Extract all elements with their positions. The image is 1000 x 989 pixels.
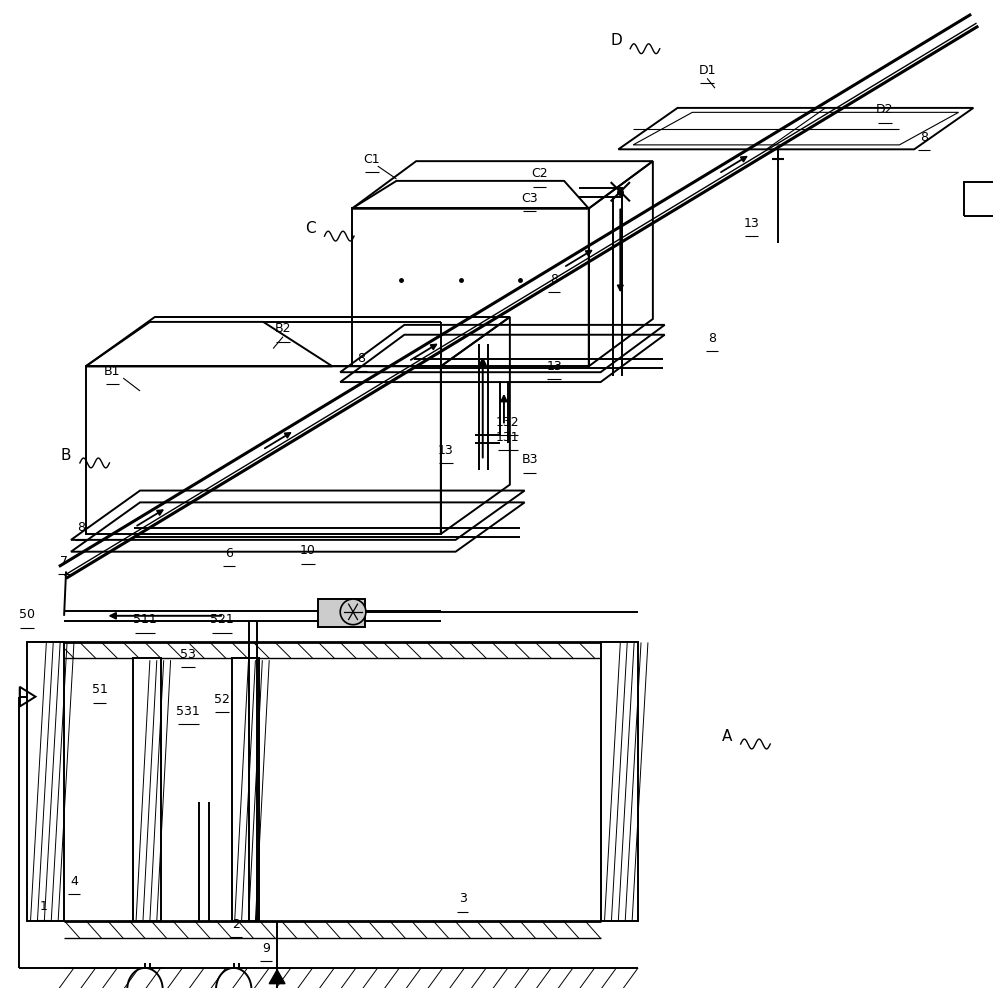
Polygon shape — [27, 643, 64, 921]
Text: B3: B3 — [521, 454, 538, 467]
Text: C1: C1 — [363, 152, 380, 166]
Text: 531: 531 — [176, 705, 200, 718]
Text: 51: 51 — [92, 683, 108, 696]
Text: 2: 2 — [232, 918, 240, 931]
Text: C3: C3 — [521, 192, 538, 205]
Circle shape — [340, 599, 366, 625]
Text: C: C — [305, 221, 316, 235]
Text: D: D — [610, 34, 622, 48]
Text: 8: 8 — [357, 352, 365, 365]
Text: B1: B1 — [104, 365, 121, 378]
Text: 3: 3 — [459, 892, 466, 905]
Text: 13: 13 — [546, 360, 562, 373]
Text: 8: 8 — [920, 131, 928, 144]
Text: A: A — [722, 729, 732, 744]
Text: 8: 8 — [77, 520, 85, 533]
Text: 13: 13 — [438, 444, 454, 457]
Text: 8: 8 — [708, 332, 716, 345]
Text: B2: B2 — [275, 322, 291, 335]
Text: 131: 131 — [496, 431, 520, 444]
Text: 511: 511 — [133, 613, 157, 626]
Text: C2: C2 — [531, 167, 548, 180]
Polygon shape — [232, 659, 259, 921]
Text: D2: D2 — [876, 104, 893, 117]
Text: 4: 4 — [70, 874, 78, 887]
Text: 1: 1 — [39, 900, 47, 913]
Text: 10: 10 — [300, 544, 316, 557]
Text: 13: 13 — [744, 217, 759, 229]
Text: 52: 52 — [214, 693, 230, 706]
Polygon shape — [601, 643, 638, 921]
Text: 50: 50 — [19, 608, 35, 621]
Text: 9: 9 — [262, 942, 270, 954]
Text: 6: 6 — [225, 547, 233, 560]
Polygon shape — [133, 659, 161, 921]
Text: 8: 8 — [550, 273, 558, 286]
Text: 7: 7 — [60, 555, 68, 568]
Text: 53: 53 — [180, 648, 196, 661]
Text: B: B — [61, 448, 71, 463]
Text: D1: D1 — [698, 64, 716, 77]
Text: 132: 132 — [496, 416, 520, 429]
Polygon shape — [269, 970, 285, 984]
Bar — [964, 182, 1000, 217]
Text: 521: 521 — [210, 613, 234, 626]
Bar — [318, 599, 365, 627]
